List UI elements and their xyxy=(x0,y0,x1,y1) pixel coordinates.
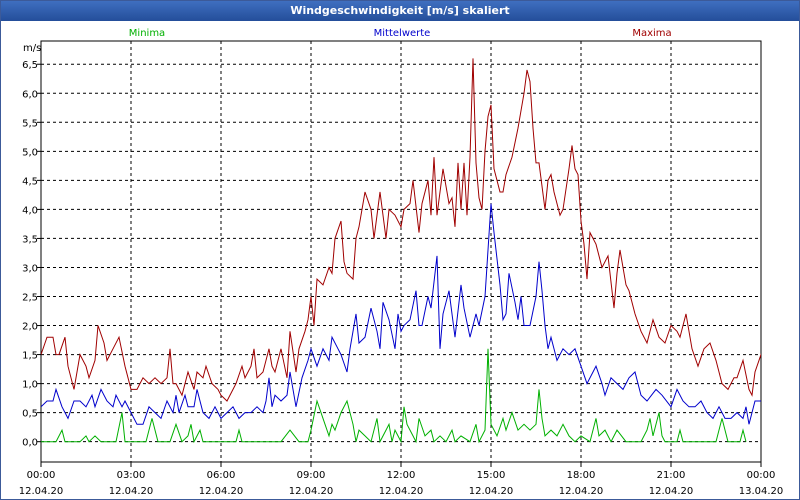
x-tick-date-label: 12.04.20 xyxy=(379,486,424,497)
y-tick-label: 1,0 xyxy=(22,380,38,391)
legend-minima: Minima xyxy=(129,28,165,39)
y-tick-label: 0,0 xyxy=(22,438,38,449)
legend-maxima: Maxima xyxy=(632,28,671,39)
plot-area-frame xyxy=(40,40,762,463)
y-tick-label: 4,5 xyxy=(22,176,38,187)
x-tick-date-label: 12.04.20 xyxy=(559,486,604,497)
x-tick-date-label: 12.04.20 xyxy=(109,486,154,497)
grid: 0,0 0,5 1,0 1,5 2,0 2,5 3,0 3,5 4,0 4,5 5,0 5,5 6,0 6… xyxy=(19,40,784,497)
y-tick-label: 3,0 xyxy=(22,263,38,274)
series-line-mittelwerte xyxy=(41,203,761,425)
x-tick-time-label: 09:00 xyxy=(297,470,326,481)
y-tick-label: 5,5 xyxy=(22,118,38,129)
series-line-maxima xyxy=(41,58,761,402)
y-tick-label: 0,5 xyxy=(22,409,38,420)
x-tick-date-label: 12.04.20 xyxy=(199,486,244,497)
x-tick-time-label: 00:00 xyxy=(747,470,776,481)
series-group xyxy=(41,58,761,444)
x-tick-date-label: 12.04.20 xyxy=(469,486,514,497)
x-tick-time-label: 15:00 xyxy=(477,470,506,481)
chart-title: Windgeschwindigkeit [m/s] skaliert xyxy=(1,1,799,21)
x-tick-time-label: 06:00 xyxy=(207,470,236,481)
x-tick-time-label: 12:00 xyxy=(387,470,416,481)
y-tick-label: 6,0 xyxy=(22,89,38,100)
series-line-minima xyxy=(41,348,747,444)
y-tick-label: 3,5 xyxy=(22,234,38,245)
x-tick-time-label: 03:00 xyxy=(117,470,146,481)
y-axis-label: m/s xyxy=(23,43,41,54)
y-tick-label: 2,0 xyxy=(22,322,38,333)
axes: m/s Minima Mittelwerte Maxima xyxy=(23,28,672,54)
y-tick-label: 2,5 xyxy=(22,293,38,304)
y-tick-label: 5,0 xyxy=(22,147,38,158)
x-tick-date-label: 12.04.20 xyxy=(289,486,334,497)
x-tick-date-label: 13.04.20 xyxy=(739,486,784,497)
x-tick-time-label: 21:00 xyxy=(657,470,686,481)
y-tick-label: 6,5 xyxy=(22,60,38,71)
x-tick-time-label: 00:00 xyxy=(27,470,56,481)
y-tick-label: 1,5 xyxy=(22,351,38,362)
x-tick-date-label: 12.04.20 xyxy=(19,486,64,497)
y-tick-label: 4,0 xyxy=(22,205,38,216)
legend-mittelwerte: Mittelwerte xyxy=(374,28,431,39)
x-tick-time-label: 18:00 xyxy=(567,470,596,481)
x-tick-date-label: 12.04.20 xyxy=(649,486,694,497)
